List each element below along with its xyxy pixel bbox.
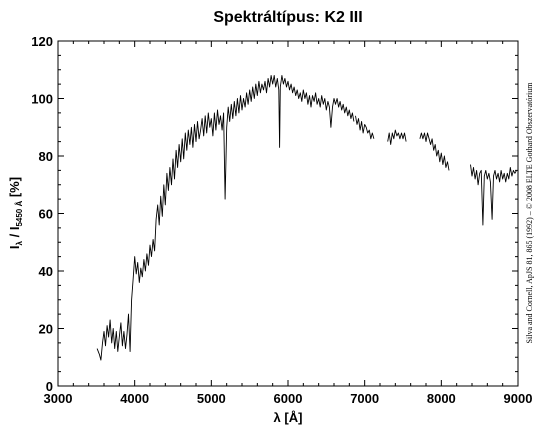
x-tick-label: 7000: [350, 391, 379, 406]
credit-text: Silva and Cornell, ApJS 81, 865 (1992) –…: [525, 82, 534, 344]
y-label-main-a: I: [7, 245, 22, 249]
y-label-unit: [%]: [7, 177, 22, 201]
x-tick-label: 5000: [197, 391, 226, 406]
y-tick-label: 100: [31, 92, 53, 107]
x-tick-label: 6000: [274, 391, 303, 406]
spectrum-line-segment: [355, 115, 375, 140]
spectrum-line-segment: [387, 129, 407, 145]
y-tick-label: 0: [46, 379, 53, 394]
spectrum-line-segment: [419, 132, 450, 171]
spectrum-line-segment: [96, 75, 355, 361]
axis-ticks: [57, 40, 519, 387]
y-label-sub-b: 5450 Å: [15, 201, 24, 227]
chart-title: Spektráltípus: K2 III: [213, 9, 362, 26]
x-tick-label: 4000: [120, 391, 149, 406]
x-tick-labels: 3000 4000 5000 6000 7000 8000 9000: [44, 391, 533, 406]
y-tick-labels: 0 20 40 60 80 100 120: [31, 34, 53, 394]
x-axis-label: λ [Å]: [274, 410, 303, 425]
x-tick-label: 3000: [44, 391, 73, 406]
x-tick-label: 9000: [504, 391, 533, 406]
y-label-sep: / I: [7, 227, 22, 241]
spectrum-series: [96, 75, 517, 361]
y-tick-label: 20: [39, 322, 53, 337]
y-axis-label: Iλ / I5450 Å [%]: [7, 177, 24, 249]
spectrum-line-segment: [470, 164, 517, 226]
x-tick-label: 8000: [427, 391, 456, 406]
y-tick-label: 80: [39, 149, 53, 164]
y-label-sub-a: λ: [15, 240, 24, 245]
y-tick-label: 120: [31, 34, 53, 49]
y-tick-label: 60: [39, 207, 53, 222]
y-tick-label: 40: [39, 264, 53, 279]
